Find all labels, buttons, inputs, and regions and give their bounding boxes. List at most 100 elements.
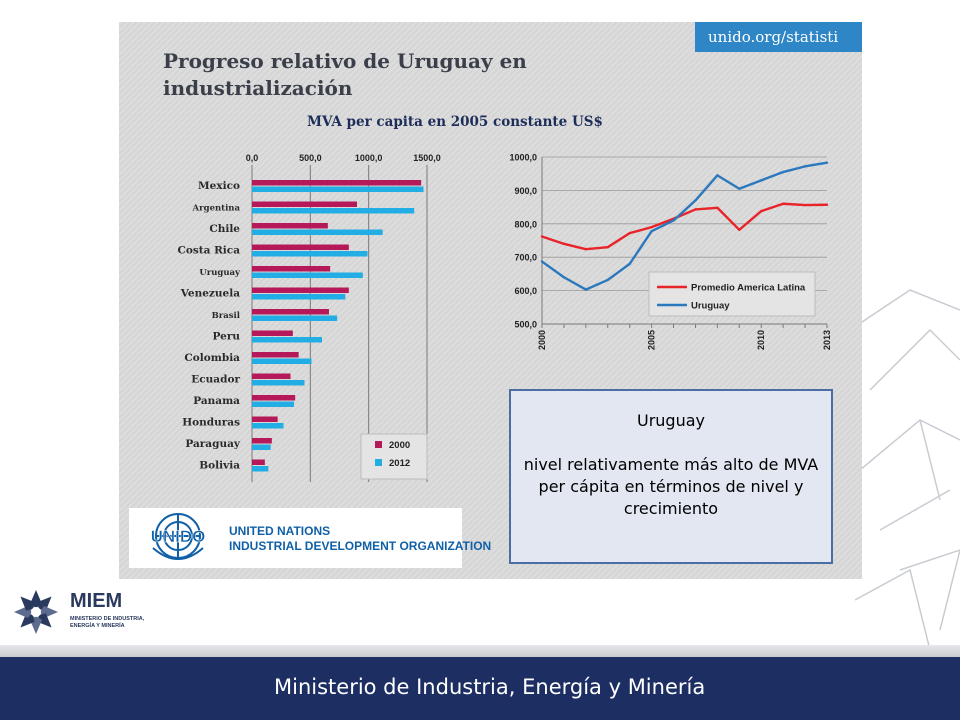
unido-mark-text: UNIDO [151,527,206,546]
bar-x-tick-label: 500,0 [299,153,322,163]
bar-brasil-2012 [252,315,338,321]
bar-colombia-2012 [252,358,312,364]
bar-panama-2000 [252,395,296,401]
bar-paraguay-2000 [252,438,272,444]
line-point-promedio-america-latina-2005 [650,225,653,229]
bar-category-label-brasil: Brasil [212,311,241,321]
bar-category-label-venezuela: Venezuela [180,288,240,300]
bar-chile-2012 [252,229,383,235]
bar-category-label-panama: Panama [193,395,240,407]
line-series-uruguay [541,161,828,291]
miem-star-icon [14,590,58,634]
bar-category-label-bolivia: Bolivia [199,460,240,472]
bar-bolivia-2012 [252,466,269,472]
line-point-uruguay-2009 [738,187,741,190]
bar-legend-label-2012: 2012 [389,458,410,469]
bar-honduras-2012 [252,423,284,429]
line-x-tick-label: 2000 [537,330,547,350]
bar-category-label-chile: Chile [209,223,240,235]
bar-category-label-uruguay: Uruguay [199,268,241,278]
line-point-promedio-america-latina-2012 [803,203,807,207]
bar-mexico-2012 [252,186,424,192]
line-point-uruguay-2008 [716,174,719,177]
bar-legend-swatch-2000 [375,441,382,448]
bar-category-label-honduras: Honduras [182,417,240,429]
callout-title: Uruguay [637,411,705,430]
line-point-promedio-america-latina-2000 [540,235,544,238]
bar-chart: 0,0 500,0 1000,0 1500,0 Mexico Argentina Chile… [178,153,441,482]
bar-legend: 2000 2012 [360,433,428,480]
bar-colombia-2000 [252,352,299,358]
footer-strip [0,645,960,657]
panel-title: Progreso relativo de Uruguay en industri… [163,49,527,100]
line-point-promedio-america-latina-2007 [694,208,697,211]
bar-honduras-2000 [252,416,278,422]
bar-costa-rica-2012 [252,251,368,257]
line-point-uruguay-2005 [650,229,653,233]
callout-body: nivel relativamente más alto de MVA per … [523,455,819,518]
line-y-tick-label: 600,0 [514,286,537,296]
bar-category-label-colombia: Colombia [184,352,240,364]
bar-legend-label-2000: 2000 [389,440,410,451]
line-y-tick-label: 500,0 [514,320,537,330]
miem-subtitle-line2: ENERGÍA Y MINERÍA [70,623,125,629]
line-point-uruguay-2007 [694,199,697,202]
line-legend-label-uruguay: Uruguay [691,301,730,312]
unido-name-line1: UNITED NATIONS [229,524,331,538]
line-point-promedio-america-latina-2003 [606,245,609,249]
bar-category-label-paraguay: Paraguay [185,438,241,450]
line-point-promedio-america-latina-2013 [825,203,829,206]
bar-uruguay-2000 [252,266,331,272]
bar-legend-box [360,433,428,480]
miem-subtitle-line1: MINISTERIO DE INDUSTRIA, [70,616,145,622]
line-point-promedio-america-latina-2001 [562,242,566,246]
unido-logo: UNIDO UNITED NATIONS INDUSTRIAL DEVELOPM… [129,508,491,568]
bar-chile-2000 [252,223,328,229]
bar-legend-swatch-2012 [375,459,382,466]
bar-x-tick-label: 1000,0 [355,153,383,163]
line-point-uruguay-2013 [825,161,829,164]
line-point-promedio-america-latina-2002 [584,247,588,251]
line-legend-box [648,271,816,317]
line-point-uruguay-2011 [781,170,785,174]
line-point-uruguay-2004 [628,262,631,266]
bar-ecuador-2012 [252,380,305,386]
line-point-uruguay-2000 [540,260,544,263]
callout-box: Uruguay nivel relativamente más alto de … [509,389,833,564]
bar-bolivia-2000 [252,459,265,465]
decorative-line-art [849,289,960,650]
line-x-tick-label: 2005 [647,330,657,350]
bar-uruguay-2012 [252,272,363,278]
line-y-tick-label: 800,0 [514,219,537,229]
bar-category-label-costa-rica: Costa Rica [178,245,241,257]
bar-ecuador-2000 [252,373,291,379]
line-x-tick-label: 2010 [756,330,766,350]
bar-x-tick-label: 1500,0 [413,153,441,163]
bar-brasil-2000 [252,309,329,315]
line-y-tick-label: 700,0 [514,253,537,263]
miem-logo: MIEM MINISTERIO DE INDUSTRIA, ENERGÍA Y … [12,586,152,642]
line-point-uruguay-2002 [584,288,588,291]
line-point-uruguay-2012 [803,165,807,168]
bar-category-label-mexico: Mexico [198,180,240,192]
line-point-promedio-america-latina-2008 [716,206,719,209]
line-point-promedio-america-latina-2009 [738,228,741,232]
bar-venezuela-2000 [252,287,349,293]
bar-category-label-ecuador: Ecuador [191,374,240,386]
bar-x-tick-label: 0,0 [246,153,259,163]
source-url-tag: unido.org/statisti [695,22,862,52]
footer-ministry-name: Ministerio de Industria, Energía y Miner… [274,675,706,699]
line-x-tick-label: 2013 [822,330,832,350]
line-point-uruguay-2006 [672,219,675,222]
bar-mexico-2000 [252,180,422,186]
line-point-uruguay-2010 [760,179,763,182]
line-series-promedio-america-latina [541,202,828,251]
bar-panama-2012 [252,401,294,407]
line-point-uruguay-2001 [562,276,566,279]
line-point-uruguay-2003 [606,278,609,282]
bar-peru-2000 [252,330,293,336]
line-point-promedio-america-latina-2010 [760,209,763,213]
line-point-promedio-america-latina-2011 [781,202,785,205]
unido-name-line2: INDUSTRIAL DEVELOPMENT ORGANIZATION [229,539,492,553]
